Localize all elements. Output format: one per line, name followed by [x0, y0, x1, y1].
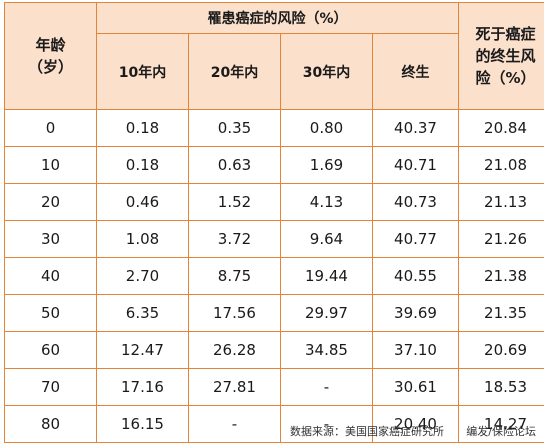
- cell-y20: 26.28: [188, 331, 281, 369]
- cell-death: 21.38: [458, 257, 544, 295]
- cell-life: 40.37: [371, 109, 460, 147]
- cell-y20: 0.63: [188, 146, 281, 184]
- table-row: 10 0.18 0.63 1.69 40.71 21.08: [4, 146, 544, 184]
- header-death-risk-label: 死于癌症的终生风险（%）: [475, 25, 536, 87]
- cell-y30: 9.64: [280, 220, 373, 258]
- cell-life: 40.71: [371, 146, 460, 184]
- cell-age: 60: [4, 331, 97, 369]
- cell-age: 20: [4, 183, 97, 221]
- table-row: 70 17.16 27.81-30.61 18.53: [4, 368, 544, 406]
- cell-y10: 0.18: [96, 109, 189, 147]
- cell-death: 20.84: [458, 109, 544, 147]
- header-lifetime: 终生: [371, 33, 460, 110]
- cell-y30: -: [280, 368, 373, 406]
- header-risk-group: 罹患癌症的风险（%）: [95, 2, 460, 34]
- cell-death: 14.27: [458, 405, 544, 443]
- cell-y20: 0.35: [188, 109, 281, 147]
- cell-y20: 3.72: [188, 220, 281, 258]
- header-10y: 10年内: [96, 33, 189, 110]
- cell-death: 21.08: [458, 146, 544, 184]
- cell-y20: -: [188, 405, 281, 443]
- cell-age: 70: [4, 368, 97, 406]
- cell-y30: 34.85: [280, 331, 373, 369]
- table-row: 60 12.47 26.28 34.85 37.10 20.69: [4, 331, 544, 369]
- cell-life: 30.61: [371, 368, 460, 406]
- cell-y20: 8.75: [188, 257, 281, 295]
- data-source: 数据来源：美国国家癌症研究所: [290, 425, 444, 438]
- table-row: 40 2.70 8.75 19.44 40.55 21.38: [4, 257, 544, 295]
- cell-age: 0: [4, 109, 97, 147]
- cell-y10: 17.16: [96, 368, 189, 406]
- cell-y30: 1.69: [280, 146, 373, 184]
- cell-life: 20.40: [371, 405, 460, 443]
- cancer-risk-table: 年龄 （岁） 罹患癌症的风险（%） 死于癌症的终生风险（%） 10年内 20年内…: [4, 2, 544, 443]
- cell-y30: 0.80: [280, 109, 373, 147]
- cell-y10: 6.35: [96, 294, 189, 332]
- header-age: 年龄 （岁）: [4, 2, 97, 110]
- cell-death: 18.53: [458, 368, 544, 406]
- cell-death: 20.69: [458, 331, 544, 369]
- table-row: 80 16.15- -20.40 14.27: [4, 405, 544, 443]
- table-row: 0 0.18 0.35 0.80 40.37 20.84: [4, 109, 544, 147]
- cell-y20: 1.52: [188, 183, 281, 221]
- cell-death: 21.35: [458, 294, 544, 332]
- cell-age: 30: [4, 220, 97, 258]
- header-20y: 20年内: [188, 33, 281, 110]
- cell-death: 21.13: [458, 183, 544, 221]
- table-row: 20 0.46 1.52 4.13 40.73 21.13: [4, 183, 544, 221]
- editor-credit: 编发/保险论坛: [466, 425, 536, 438]
- cell-life: 40.55: [371, 257, 460, 295]
- cell-y10: 1.08: [96, 220, 189, 258]
- cell-age: 50: [4, 294, 97, 332]
- cell-death: 21.26: [458, 220, 544, 258]
- header-age-label: 年龄 （岁）: [27, 36, 73, 76]
- cell-age: 40: [4, 257, 97, 295]
- cell-age: 80: [4, 405, 97, 443]
- cell-y30: -: [280, 405, 373, 443]
- cell-y10: 0.18: [96, 146, 189, 184]
- cell-y30: 4.13: [280, 183, 373, 221]
- cell-y30: 19.44: [280, 257, 373, 295]
- cell-y10: 0.46: [96, 183, 189, 221]
- cell-y30: 29.97: [280, 294, 373, 332]
- cell-life: 40.73: [371, 183, 460, 221]
- cell-life: 40.77: [371, 220, 460, 258]
- table-row: 30 1.08 3.72 9.64 40.77 21.26: [4, 220, 544, 258]
- header-death-risk: 死于癌症的终生风险（%）: [458, 2, 544, 110]
- cell-life: 37.10: [371, 331, 460, 369]
- header-30y: 30年内: [280, 33, 373, 110]
- cell-age: 10: [4, 146, 97, 184]
- cell-y10: 16.15: [96, 405, 189, 443]
- cell-life: 39.69: [371, 294, 460, 332]
- cell-y20: 27.81: [188, 368, 281, 406]
- cell-y10: 12.47: [96, 331, 189, 369]
- table-body: 0 0.18 0.35 0.80 40.37 20.84 10 0.18 0.63 1.69 40.…: [4, 109, 544, 443]
- table-row: 50 6.35 17.56 29.97 39.69 21.35: [4, 294, 544, 332]
- cell-y20: 17.56: [188, 294, 281, 332]
- cell-y10: 2.70: [96, 257, 189, 295]
